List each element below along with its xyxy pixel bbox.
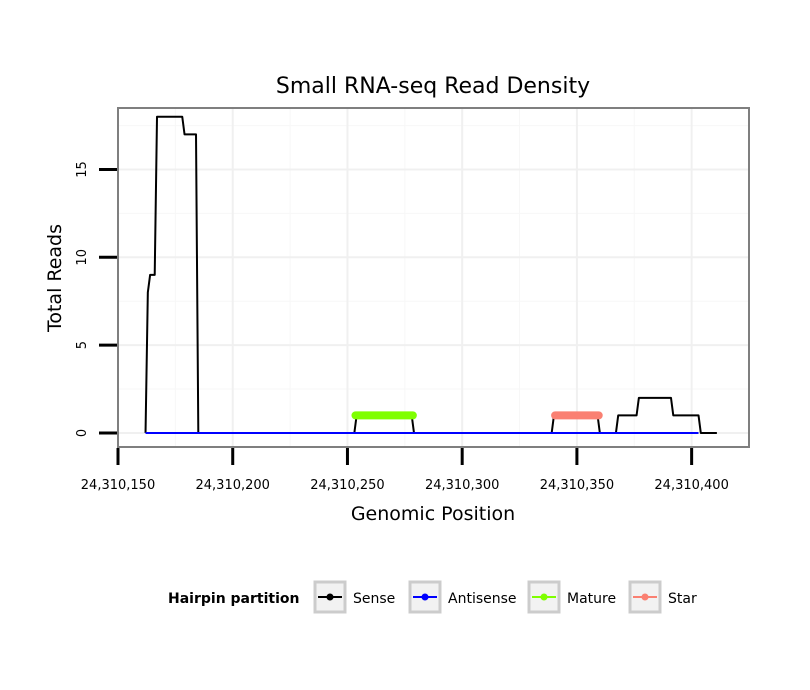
x-tick-label: 24,310,250 xyxy=(310,478,384,493)
legend: Hairpin partition Sense Antisense Mature St… xyxy=(168,580,697,614)
legend-label-antisense: Antisense xyxy=(448,591,517,607)
y-tick-label: 10 xyxy=(75,249,90,266)
chart-title: Small RNA-seq Read Density xyxy=(276,74,590,99)
legend-point-mature xyxy=(540,593,548,601)
x-tick-label: 24,310,300 xyxy=(425,478,499,493)
series-layer xyxy=(144,115,717,434)
y-tick-label: 0 xyxy=(75,429,90,437)
plot-panel xyxy=(118,108,749,447)
x-tick-label: 24,310,150 xyxy=(81,478,155,493)
x-axis-title: Genomic Position xyxy=(351,503,515,525)
legend-label-star: Star xyxy=(668,591,697,607)
x-tick-label: 24,310,400 xyxy=(654,478,728,493)
legend-point-star xyxy=(641,593,649,601)
plot-border xyxy=(117,107,750,448)
legend-title: Hairpin partition xyxy=(168,591,299,607)
legend-point-sense xyxy=(326,593,334,601)
y-axis: 0 5 10 15 xyxy=(75,161,117,437)
x-tick-label: 24,310,350 xyxy=(540,478,614,493)
legend-point-antisense xyxy=(421,593,429,601)
x-axis: 24,310,150 24,310,200 24,310,250 24,310,300… xyxy=(81,448,729,493)
legend-label-mature: Mature xyxy=(567,591,616,607)
legend-label-sense: Sense xyxy=(353,591,395,607)
y-tick-label: 5 xyxy=(75,341,90,349)
x-tick-label: 24,310,200 xyxy=(196,478,270,493)
y-axis-title: Total Reads xyxy=(44,224,66,333)
y-tick-label: 15 xyxy=(75,161,90,178)
